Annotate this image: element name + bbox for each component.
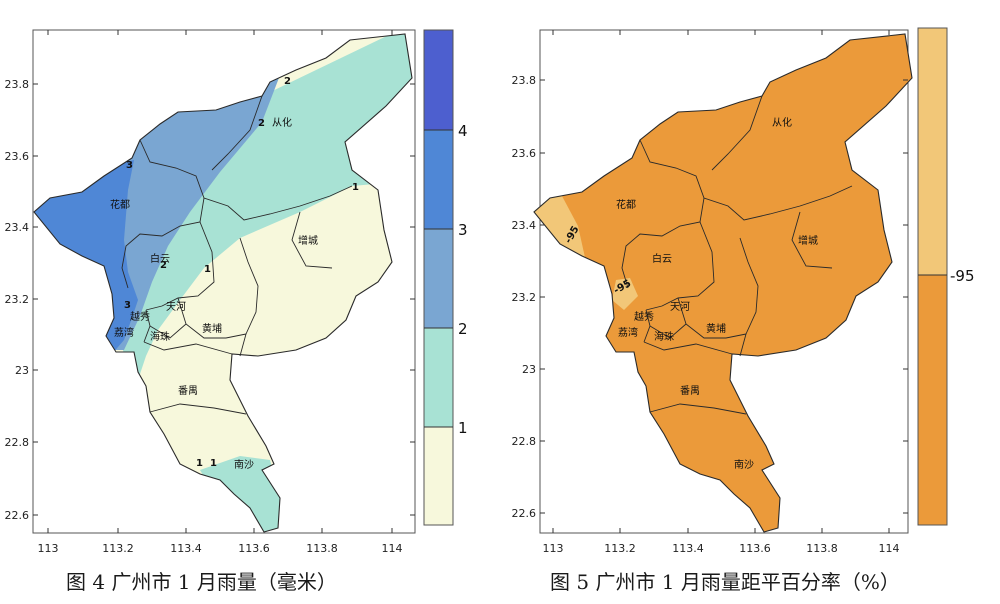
figure-caption: 图 5 广州市 1 月雨量距平百分率（%） (550, 570, 900, 594)
contour-label: 1 (204, 264, 211, 275)
legend-label: 3 (458, 221, 468, 239)
legend-swatch (918, 275, 947, 525)
district-label-baiyun: 白云 (652, 252, 672, 265)
district-label-nansha: 南沙 (734, 458, 754, 471)
district-labels: 从化 花都 增城 白云 天河 越秀 荔湾 海珠 黄埔 番禺 南沙 (110, 116, 318, 471)
y-tick-label: 23.2 (5, 293, 30, 306)
x-tick-label: 113.6 (238, 542, 270, 555)
district-label-zengcheng: 增城 (798, 234, 818, 247)
rainfall-map: 1 1 1 1 2 2 2 3 3 从化 花都 增城 白云 天河 越秀 荔湾 海… (5, 29, 468, 555)
district-label-liwan: 荔湾 (618, 326, 638, 339)
fill-level-1-2 (120, 34, 412, 396)
legend-colorbar (423, 29, 454, 526)
district-label-haizhu: 海珠 (654, 330, 674, 343)
y-tick-label: 22.8 (5, 436, 30, 449)
x-tick-label: 113.2 (102, 542, 134, 555)
y-tick-label: 23.2 (512, 291, 537, 304)
contour-label: 1 (196, 458, 203, 469)
y-tick-label: 23.8 (512, 74, 537, 87)
x-tick-label: 113.4 (170, 542, 202, 555)
x-tick-labels: 113 113.2 113.4 113.6 113.8 114 (543, 542, 900, 555)
fill-level-above-neg95-liwan (612, 278, 638, 310)
legend-label: 4 (458, 122, 468, 140)
fill-level-2-3 (96, 70, 282, 350)
district-label-conghua: 从化 (772, 116, 792, 129)
x-tick-labels: 113 113.2 113.4 113.6 113.8 114 (38, 542, 403, 555)
contour-labels: 1 1 1 1 2 2 2 3 3 (124, 76, 359, 469)
anomaly-map: -95 -95 从化 花都 增城 白云 天河 越秀 荔湾 海珠 黄埔 番禺 南沙 (512, 27, 975, 555)
district-label-nansha: 南沙 (234, 458, 254, 471)
contour-label: 1 (352, 182, 359, 193)
district-label-baiyun: 白云 (150, 252, 170, 265)
y-tick-label: 22.6 (512, 507, 537, 520)
district-label-huangpu: 黄埔 (706, 322, 726, 335)
x-tick-label: 113.6 (739, 542, 771, 555)
legend-label: -95 (950, 267, 975, 285)
district-label-yuexiu: 越秀 (130, 310, 150, 323)
district-label-huangpu: 黄埔 (202, 322, 222, 335)
y-tick-label: 23.6 (512, 147, 537, 160)
x-tick-label: 113.2 (604, 542, 636, 555)
y-tick-label: 23.4 (5, 221, 30, 234)
y-tick-labels: 23.8 23.6 23.4 23.2 23 22.8 22.6 (5, 78, 30, 522)
x-tick-label: 113 (38, 542, 59, 555)
legend-labels: -95 (950, 267, 975, 285)
district-label-yuexiu: 越秀 (634, 310, 654, 323)
y-tick-label: 23.6 (5, 150, 30, 163)
district-label-liwan: 荔湾 (114, 326, 134, 339)
legend-swatch (424, 229, 453, 328)
district-label-tianhe: 天河 (670, 301, 690, 313)
anomaly-map-panel: -95 -95 从化 花都 增城 白云 天河 越秀 荔湾 海珠 黄埔 番禺 南沙 (500, 0, 1000, 600)
legend-swatch (424, 30, 453, 130)
district-label-panyu: 番禺 (178, 385, 198, 397)
x-tick-label: 113.8 (306, 542, 338, 555)
district-label-tianhe: 天河 (166, 301, 186, 313)
legend-swatch (918, 28, 947, 275)
x-tick-label: 113 (543, 542, 564, 555)
y-tick-label: 23 (15, 364, 29, 377)
legend-swatch (424, 328, 453, 427)
contour-label: 3 (126, 160, 133, 171)
rainfall-map-panel: 1 1 1 1 2 2 2 3 3 从化 花都 增城 白云 天河 越秀 荔湾 海… (0, 0, 500, 600)
axis-ticks (33, 30, 415, 533)
legend-colorbar (917, 27, 948, 526)
legend-label: 2 (458, 320, 468, 338)
contour-label: 1 (210, 458, 217, 469)
district-boundaries (121, 95, 353, 415)
y-tick-labels: 23.8 23.6 23.4 23.2 23 22.8 22.6 (512, 74, 537, 520)
legend-labels: 1 2 3 4 (458, 122, 468, 437)
y-tick-label: 22.8 (512, 435, 537, 448)
y-tick-label: 23.8 (5, 78, 30, 91)
district-label-conghua: 从化 (272, 116, 292, 129)
district-label-panyu: 番禺 (680, 385, 700, 397)
district-label-zengcheng: 增城 (298, 234, 318, 247)
x-tick-label: 113.4 (672, 542, 704, 555)
x-tick-label: 113.8 (806, 542, 838, 555)
district-label-huadu: 花都 (110, 198, 130, 211)
x-tick-label: 114 (382, 542, 403, 555)
district-boundaries (621, 95, 853, 415)
y-tick-label: 23 (522, 363, 536, 376)
district-label-huadu: 花都 (616, 198, 636, 211)
axis-ticks (540, 30, 908, 533)
y-tick-label: 23.4 (512, 219, 537, 232)
district-label-haizhu: 海珠 (150, 330, 170, 343)
contour-label: 2 (284, 76, 291, 87)
contour-label: 2 (160, 260, 167, 271)
figure-caption: 图 4 广州市 1 月雨量（毫米） (66, 570, 337, 594)
legend-swatch (424, 427, 453, 525)
district-labels: 从化 花都 增城 白云 天河 越秀 荔湾 海珠 黄埔 番禺 南沙 (616, 116, 818, 471)
contour-label: 2 (258, 118, 265, 129)
legend-swatch (424, 130, 453, 229)
legend-label: 1 (458, 419, 468, 437)
contour-label: 3 (124, 300, 131, 311)
y-tick-label: 22.6 (5, 509, 30, 522)
x-tick-label: 114 (879, 542, 900, 555)
